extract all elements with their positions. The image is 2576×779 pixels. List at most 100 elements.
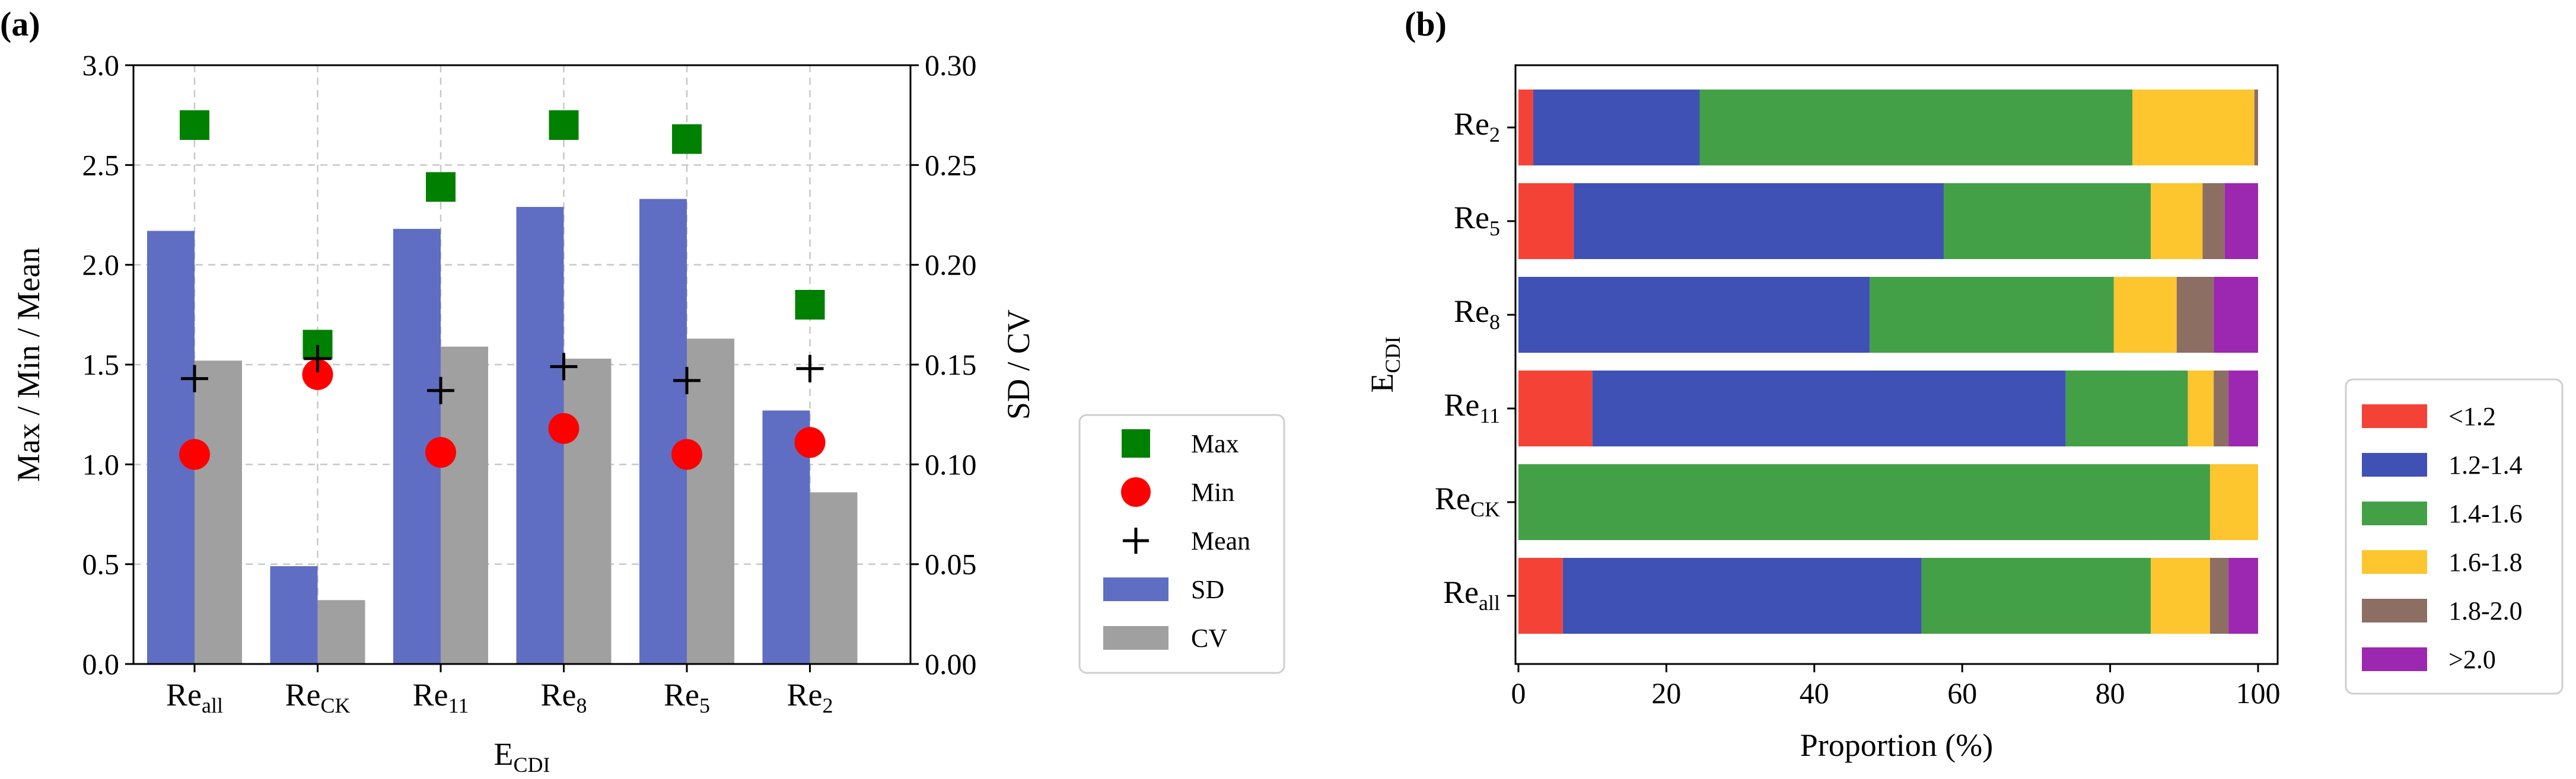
legend-swatch	[1123, 528, 1149, 554]
legend-item: 1.4-1.6	[2362, 499, 2523, 528]
legend-swatch	[2362, 502, 2427, 525]
legend-swatch	[2362, 550, 2427, 574]
bar-cv	[687, 339, 734, 664]
y-tick-label: Re5	[1454, 200, 1500, 240]
y-tick-label: Re11	[1444, 387, 1500, 427]
marker-mean	[304, 344, 332, 372]
x-tick-label: 60	[1947, 676, 1977, 710]
bar-sd	[270, 566, 318, 664]
panel-label-b: (b)	[1405, 5, 1447, 43]
marker-max	[795, 290, 825, 320]
marker-mean	[550, 353, 578, 381]
y-axis-title-left: Max / Min / Mean	[11, 247, 46, 482]
bar-segment	[2113, 277, 2177, 353]
legend-item-min: Min	[1121, 477, 1234, 507]
bar-segment	[2151, 183, 2203, 259]
bar-segment	[1944, 183, 2151, 259]
bar-segment	[2214, 371, 2229, 446]
marker-min	[671, 439, 702, 470]
bar-segment	[2209, 464, 2258, 540]
x-tick-label: Reall	[166, 677, 223, 717]
bar-segment	[1921, 558, 2151, 634]
legend-item: 1.6-1.8	[2362, 548, 2523, 577]
legend-label: <1.2	[2448, 402, 2496, 431]
chart-a: 0.0 0.5 1.0 1.5 2.0 2.5 3.0 0.00 0.05 0.10 0.15 0.2…	[11, 49, 1036, 777]
legend-swatch	[1122, 429, 1150, 458]
legend-swatch	[2362, 453, 2427, 477]
legend-swatch	[2362, 647, 2427, 671]
y-tick-label-right: 0.20	[925, 248, 977, 282]
marker-mean	[427, 376, 454, 404]
legend-a: Max Min Mean SD CV	[1078, 414, 1285, 674]
x-tick-label: 80	[2096, 676, 2125, 710]
bar-segment	[1518, 90, 1533, 165]
y-tick-label-right: 0.30	[925, 49, 977, 82]
marker-max	[549, 110, 579, 140]
y-tick-label-right: 0.25	[925, 148, 977, 181]
bar-segment	[2228, 558, 2258, 634]
legend-label: SD	[1191, 575, 1224, 604]
y-axis-title-right: SD / CV	[1001, 309, 1036, 420]
marker-max	[426, 172, 456, 202]
y-tick-label-right: 0.15	[925, 348, 977, 381]
marker-min	[302, 359, 333, 390]
y-tick-label-left: 2.0	[82, 248, 120, 282]
bar-cv	[810, 492, 858, 664]
legend-b: <1.2 1.2-1.4 1.4-1.6 1.6-1.8 1.8-2.0 >2.0	[2345, 378, 2564, 695]
marker-min	[794, 427, 826, 458]
bar-segment	[2151, 558, 2210, 634]
bar-cv	[195, 360, 242, 664]
legend-item: >2.0	[2362, 645, 2496, 674]
x-tick-label: 40	[1800, 676, 1829, 710]
legend-label: 1.2-1.4	[2448, 451, 2523, 480]
bar-segment	[2214, 277, 2258, 353]
bar-segment	[1518, 464, 2210, 540]
bar-segment	[2187, 371, 2214, 446]
x-axis-title: Proportion (%)	[1800, 727, 1993, 763]
marker-mean	[673, 366, 700, 394]
bar-segment	[2176, 277, 2214, 353]
marker-mean	[796, 355, 824, 382]
legend-label: Mean	[1191, 526, 1250, 555]
legend-item-max: Max	[1122, 429, 1239, 458]
legend-swatch	[2362, 599, 2427, 622]
y-axis-title: ECDI	[1364, 337, 1405, 393]
legend-item-mean: Mean	[1123, 526, 1250, 555]
bar-segment	[2254, 90, 2258, 165]
bar-cv	[441, 346, 488, 664]
bar-segment	[2209, 558, 2229, 634]
bar-segment	[2228, 371, 2258, 446]
y-tick-label-left: 0.5	[82, 548, 120, 581]
x-tick-label: Re11	[413, 677, 469, 717]
legend-label: 1.4-1.6	[2448, 499, 2523, 528]
plot-frame-b	[1514, 64, 2279, 665]
x-tick-label: 0	[1511, 676, 1526, 710]
marker-max	[180, 110, 209, 140]
y-tick-label-right: 0.00	[925, 647, 977, 681]
legend-label: Min	[1191, 478, 1234, 507]
x-tick-label: ReCK	[285, 677, 350, 717]
bar-segment	[1562, 558, 1922, 634]
bar-segment	[1592, 371, 2066, 446]
y-tick-label: Re8	[1454, 293, 1500, 334]
bar-cv	[317, 600, 365, 664]
panel-label-a: (a)	[0, 5, 40, 43]
bar-segment	[2224, 183, 2258, 259]
legend-label: 1.6-1.8	[2448, 548, 2523, 577]
bar-segment	[1518, 371, 1593, 446]
legend-label: >2.0	[2448, 645, 2496, 674]
x-tick-label: Re2	[787, 677, 833, 717]
legend-label: 1.8-2.0	[2448, 596, 2523, 625]
marker-mean	[181, 365, 208, 392]
y-tick-label-left: 0.0	[82, 647, 120, 681]
y-tick-label-right: 0.05	[925, 548, 977, 581]
y-tick-label-left: 2.5	[82, 148, 120, 181]
marker-max	[672, 124, 702, 154]
bar-segment	[1518, 277, 1870, 353]
x-axis-title: ECDI	[494, 736, 550, 777]
marker-min	[425, 437, 456, 468]
marker-min	[179, 439, 210, 470]
legend-label: Max	[1191, 429, 1239, 458]
y-tick-label-left: 3.0	[82, 49, 120, 82]
